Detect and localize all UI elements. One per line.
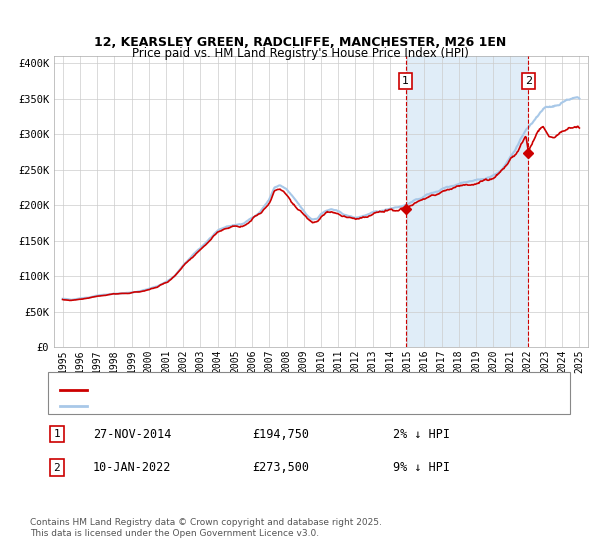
Text: 2% ↓ HPI: 2% ↓ HPI bbox=[393, 427, 450, 441]
Text: Price paid vs. HM Land Registry's House Price Index (HPI): Price paid vs. HM Land Registry's House … bbox=[131, 46, 469, 60]
Text: 12, KEARSLEY GREEN, RADCLIFFE, MANCHESTER, M26 1EN: 12, KEARSLEY GREEN, RADCLIFFE, MANCHESTE… bbox=[94, 35, 506, 49]
Text: Contains HM Land Registry data © Crown copyright and database right 2025.
This d: Contains HM Land Registry data © Crown c… bbox=[30, 518, 382, 538]
Text: £273,500: £273,500 bbox=[252, 461, 309, 474]
Text: 2: 2 bbox=[53, 463, 61, 473]
Text: HPI: Average price, detached house, Bolton: HPI: Average price, detached house, Bolt… bbox=[93, 401, 355, 411]
Text: £194,750: £194,750 bbox=[252, 427, 309, 441]
Text: 27-NOV-2014: 27-NOV-2014 bbox=[93, 427, 172, 441]
Text: 12, KEARSLEY GREEN, RADCLIFFE, MANCHESTER, M26 1EN (detached house): 12, KEARSLEY GREEN, RADCLIFFE, MANCHESTE… bbox=[93, 385, 512, 395]
Text: 2: 2 bbox=[524, 76, 532, 86]
Text: 1: 1 bbox=[402, 76, 409, 86]
Text: 9% ↓ HPI: 9% ↓ HPI bbox=[393, 461, 450, 474]
Bar bbox=[406, 56, 528, 347]
Text: 1: 1 bbox=[53, 429, 61, 439]
Text: 10-JAN-2022: 10-JAN-2022 bbox=[93, 461, 172, 474]
